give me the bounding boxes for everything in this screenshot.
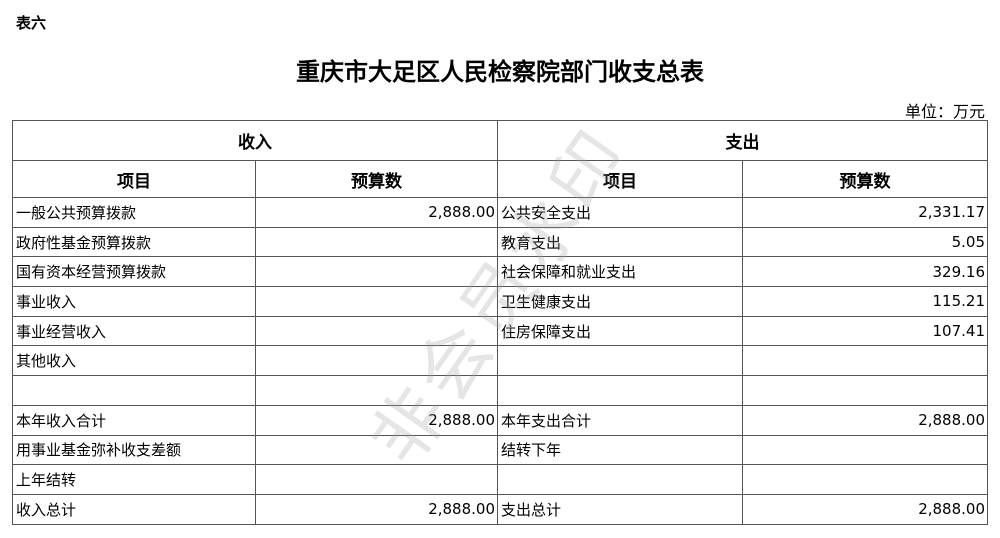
- table-row: 本年收入合计 2,888.00 本年支出合计 2,888.00: [12, 404, 988, 436]
- unit-label: 单位：万元: [904, 102, 985, 121]
- income-item-header: 项目: [12, 160, 256, 198]
- income-item-cell: 事业收入: [12, 286, 256, 317]
- income-item-cell: 上年结转: [12, 464, 256, 495]
- income-budget-cell: [255, 345, 498, 377]
- expense-item-cell: 公共安全支出: [497, 197, 743, 228]
- expense-item-cell: 卫生健康支出: [497, 286, 743, 317]
- income-budget-cell: 2,888.00: [255, 404, 498, 436]
- expense-budget-cell: [742, 434, 988, 466]
- expense-budget-header: 预算数: [742, 160, 988, 198]
- income-item-cell: 一般公共预算拨款: [12, 197, 256, 228]
- subheader-row: 项目 预算数 项目 预算数: [12, 160, 988, 198]
- expense-item-cell: 社会保障和就业支出: [497, 256, 743, 288]
- income-budget-header: 预算数: [255, 160, 498, 198]
- expense-budget-cell: [742, 375, 988, 406]
- page-title: 重庆市大足区人民检察院部门收支总表: [296, 58, 704, 86]
- table-row: 国有资本经营预算拨款 社会保障和就业支出 329.16: [12, 256, 988, 288]
- table-row: 用事业基金弥补收支差额 结转下年: [12, 434, 988, 466]
- income-budget-cell: [255, 226, 498, 258]
- expense-item-cell: [497, 464, 743, 495]
- expense-budget-cell: 5.05: [742, 226, 988, 258]
- expense-budget-cell: [742, 345, 988, 377]
- expense-budget-cell: 115.21: [742, 286, 988, 317]
- expense-budget-cell: 329.16: [742, 256, 988, 288]
- income-budget-cell: [255, 375, 498, 406]
- income-budget-cell: [255, 286, 498, 317]
- income-budget-cell: [255, 434, 498, 466]
- expense-budget-cell: [742, 464, 988, 495]
- expense-item-cell: 住房保障支出: [497, 315, 743, 347]
- income-item-cell: [12, 375, 256, 406]
- income-header: 收入: [12, 120, 498, 161]
- income-item-cell: 收入总计: [12, 493, 256, 525]
- income-item-cell: 其他收入: [12, 345, 256, 377]
- income-budget-cell: [255, 256, 498, 288]
- table-row: 其他收入: [12, 345, 988, 377]
- income-item-cell: 用事业基金弥补收支差额: [12, 434, 256, 466]
- expense-header: 支出: [497, 120, 988, 161]
- income-item-cell: 政府性基金预算拨款: [12, 226, 256, 258]
- income-budget-cell: [255, 464, 498, 495]
- table-row: 上年结转: [12, 464, 988, 495]
- expense-item-cell: 结转下年: [497, 434, 743, 466]
- table-row: [12, 375, 988, 406]
- income-item-cell: 本年收入合计: [12, 404, 256, 436]
- expense-item-cell: [497, 375, 743, 406]
- expense-item-cell: 本年支出合计: [497, 404, 743, 436]
- expense-budget-cell: 2,888.00: [742, 493, 988, 525]
- table-row: 事业收入 卫生健康支出 115.21: [12, 286, 988, 317]
- budget-summary-table: 收入 支出 项目 预算数 项目 预算数 一般公共预算拨款 2,888.00 公共安全…: [12, 120, 988, 525]
- table-row: 政府性基金预算拨款 教育支出 5.05: [12, 226, 988, 258]
- income-budget-cell: 2,888.00: [255, 197, 498, 228]
- expense-item-cell: 教育支出: [497, 226, 743, 258]
- table-label: 表六: [16, 14, 47, 32]
- expense-item-cell: 支出总计: [497, 493, 743, 525]
- income-budget-cell: [255, 315, 498, 347]
- income-item-cell: 事业经营收入: [12, 315, 256, 347]
- income-budget-cell: 2,888.00: [255, 493, 498, 525]
- header-row: 收入 支出: [12, 120, 988, 161]
- income-item-cell: 国有资本经营预算拨款: [12, 256, 256, 288]
- expense-budget-cell: 2,331.17: [742, 197, 988, 228]
- table-row: 事业经营收入 住房保障支出 107.41: [12, 315, 988, 347]
- expense-item-cell: [497, 345, 743, 377]
- table-row: 收入总计 2,888.00 支出总计 2,888.00: [12, 493, 988, 525]
- table-row: 一般公共预算拨款 2,888.00 公共安全支出 2,331.17: [12, 197, 988, 228]
- expense-budget-cell: 107.41: [742, 315, 988, 347]
- expense-budget-cell: 2,888.00: [742, 404, 988, 436]
- expense-item-header: 项目: [497, 160, 743, 198]
